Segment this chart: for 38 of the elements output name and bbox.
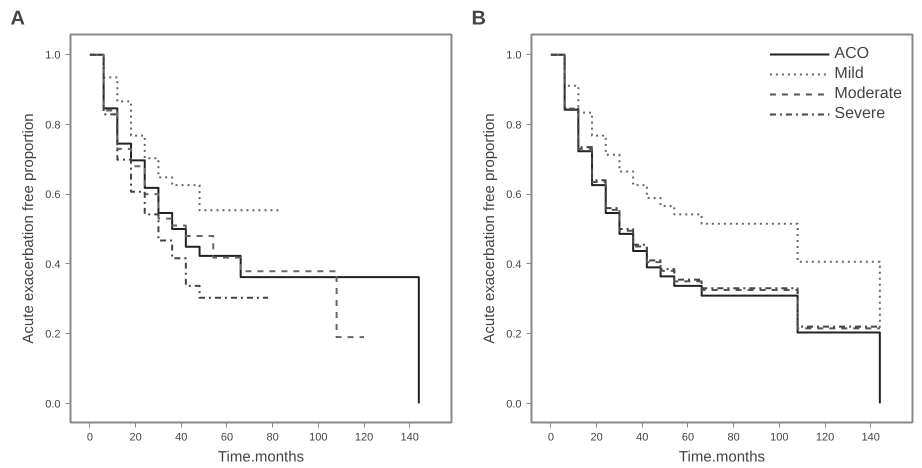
x-tick-label: 120 [816,432,834,444]
x-tick-label: 0 [86,432,93,444]
x-tick-label: 60 [220,432,234,444]
x-tick-label: 80 [266,432,279,444]
x-tick-label: 80 [728,432,740,444]
y-tick-label: 0.8 [45,119,61,132]
x-tick-label: 0 [548,432,554,444]
y-tick-label: 1.0 [506,50,522,62]
y-tick-label: 0.0 [506,398,522,410]
y-tick-label: 0.2 [45,328,61,341]
x-tick-label: 140 [862,432,880,444]
legend-label: ACO [834,45,870,63]
y-axis-title: Acute exacerbation free proportion [20,113,38,344]
legend-label: Severe [834,105,886,123]
x-axis-title: Time.months [678,448,766,466]
y-tick-label: 0.0 [45,398,61,410]
x-tick-label: 40 [175,432,188,444]
x-tick-label: 140 [400,432,419,444]
y-tick-label: 0.6 [506,189,522,202]
x-axis-title: Time.months [218,448,304,466]
y-tick-label: 0.6 [45,189,61,202]
legend-label: Mild [834,65,864,83]
y-tick-label: 1.0 [45,50,61,62]
chart-title: A [10,8,25,30]
x-tick-label: 20 [129,432,142,444]
y-axis-title: Acute exacerbation free proportion [481,113,498,344]
x-tick-label: 100 [309,432,328,444]
y-tick-label: 0.4 [506,258,522,271]
x-tick-label: 60 [682,432,694,444]
x-tick-label: 20 [590,432,603,444]
y-tick-label: 0.4 [45,258,61,271]
x-tick-label: 120 [354,432,374,444]
y-tick-label: 0.8 [506,119,522,132]
chart-title: B [472,8,486,30]
x-tick-label: 100 [770,432,789,444]
y-tick-label: 0.2 [506,328,522,341]
x-tick-label: 40 [636,432,648,444]
legend-label: Moderate [834,85,902,103]
